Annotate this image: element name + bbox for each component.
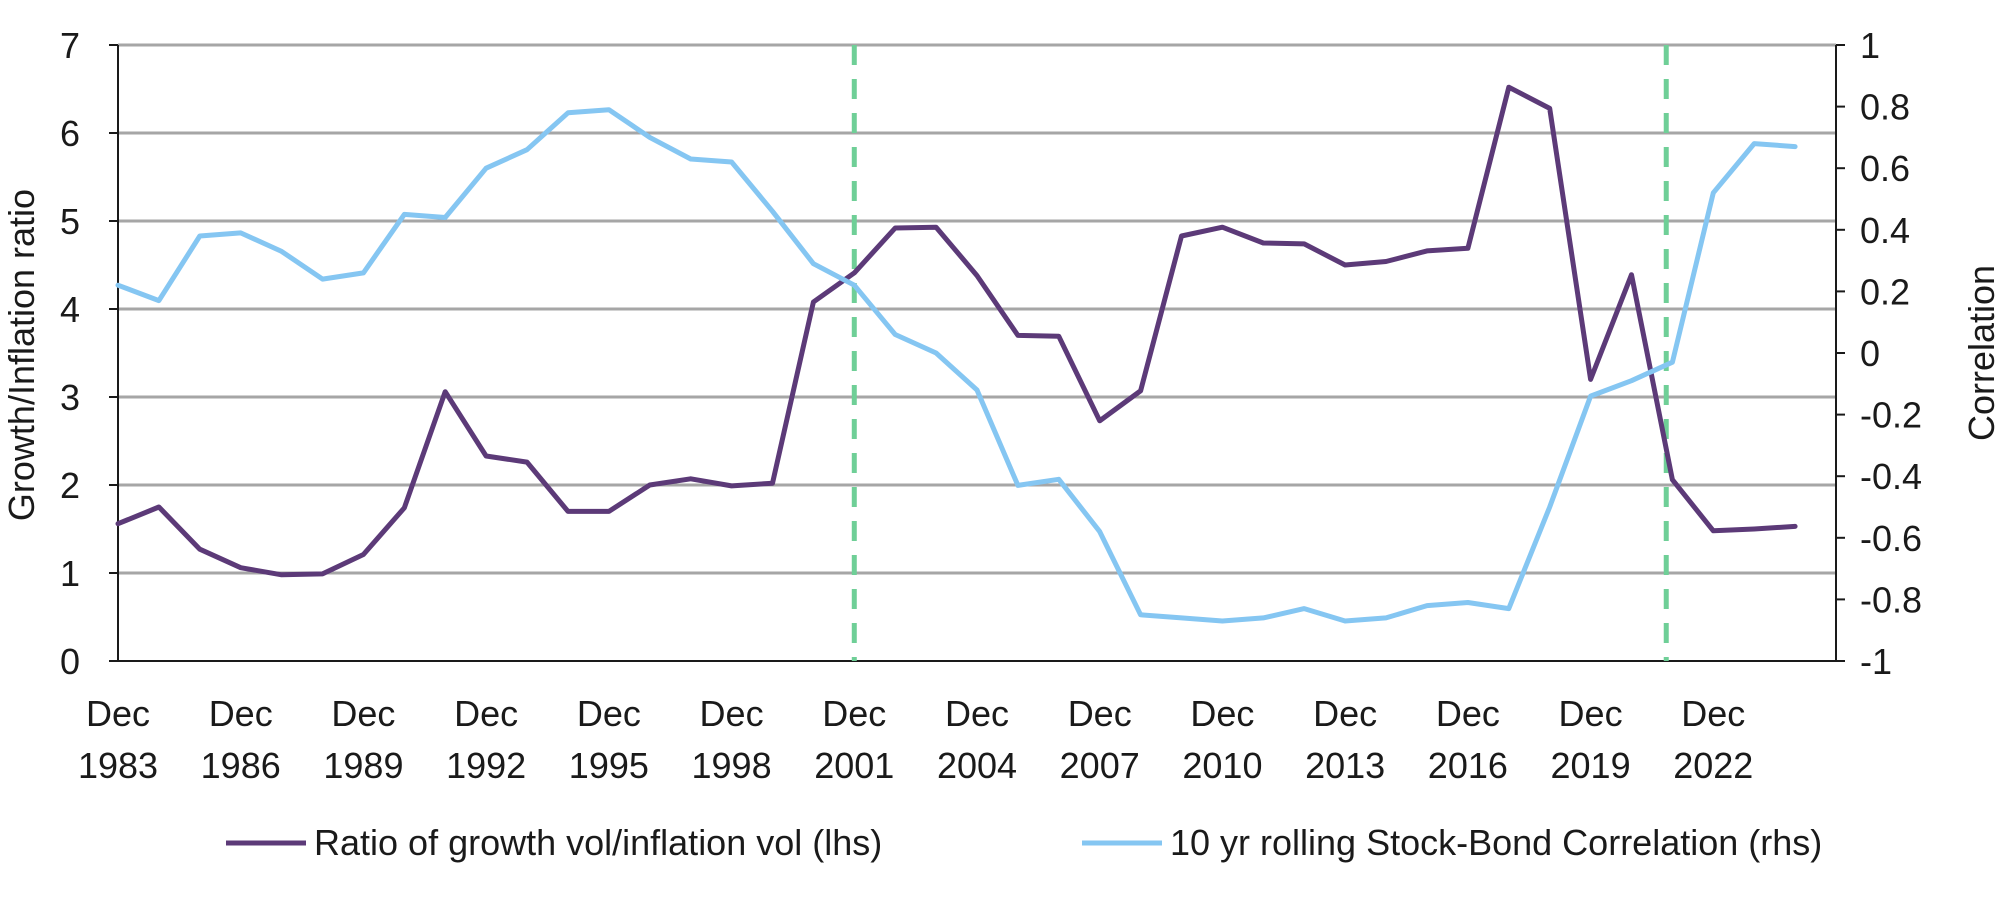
y-axis-left-ticks: 0 1 2 3 4 5 6 7	[60, 25, 80, 682]
y-right-tick-label: 1	[1860, 25, 1880, 66]
axes	[109, 44, 1845, 662]
y-right-tick-label: -0.2	[1860, 395, 1922, 436]
x-tick-label-year: 1992	[446, 745, 526, 786]
y-axis-left-title: Growth/Inflation ratio	[1, 189, 42, 521]
x-tick-label-month: Dec	[209, 693, 273, 734]
y-right-tick-label: -0.4	[1860, 456, 1922, 497]
y-axis-right-ticks: -1 -0.8 -0.6 -0.4 -0.2 0 0.2 0.4 0.6 0.8 1	[1860, 25, 1922, 682]
y-left-tick-label: 5	[60, 201, 80, 242]
series-line-correlation	[115, 107, 1798, 624]
x-tick-label-month: Dec	[1313, 693, 1377, 734]
x-tick-label-month: Dec	[577, 693, 641, 734]
y-left-tick-label: 0	[60, 641, 80, 682]
x-tick-label-month: Dec	[822, 693, 886, 734]
x-tick-label-year: 2022	[1673, 745, 1753, 786]
y-right-tick-label: 0.2	[1860, 271, 1910, 312]
x-tick-label-year: 1986	[201, 745, 281, 786]
y-left-tick-label: 6	[60, 113, 80, 154]
y-right-tick-label: 0.4	[1860, 210, 1910, 251]
series-line-growth-ratio	[115, 84, 1798, 578]
y-left-tick-label: 2	[60, 465, 80, 506]
x-tick-label-year: 1983	[78, 745, 158, 786]
reference-lines	[851, 45, 1669, 661]
y-right-tick-label: 0	[1860, 333, 1880, 374]
y-right-tick-label: 0.6	[1860, 148, 1910, 189]
series-lines	[115, 84, 1798, 624]
x-tick-label-year: 2010	[1182, 745, 1262, 786]
gridlines	[118, 43, 1836, 575]
x-tick-label-month: Dec	[1559, 693, 1623, 734]
x-tick-label-year: 2001	[814, 745, 894, 786]
y-right-tick-label: -1	[1860, 641, 1892, 682]
x-tick-label-year: 2004	[937, 745, 1017, 786]
y-right-tick-label: -0.6	[1860, 518, 1922, 559]
x-axis-ticks: Dec 1983 Dec 1986 Dec 1989 Dec 1992 Dec 1995 Dec 19…	[78, 693, 1753, 786]
x-tick-label-month: Dec	[1190, 693, 1254, 734]
x-tick-label-month: Dec	[1436, 693, 1500, 734]
y-axis-right-title: Correlation	[1961, 265, 2002, 441]
x-tick-label-month: Dec	[1681, 693, 1745, 734]
legend-label-correlation: 10 yr rolling Stock-Bond Correlation (rh…	[1170, 822, 1822, 863]
x-tick-label-year: 1995	[569, 745, 649, 786]
x-tick-label-month: Dec	[86, 693, 150, 734]
x-tick-label-month: Dec	[1068, 693, 1132, 734]
x-tick-label-month: Dec	[700, 693, 764, 734]
legend-label-growth-ratio: Ratio of growth vol/inflation vol (lhs)	[314, 822, 882, 863]
x-tick-label-month: Dec	[331, 693, 395, 734]
x-tick-label-year: 2013	[1305, 745, 1385, 786]
y-right-tick-label: -0.8	[1860, 579, 1922, 620]
y-left-tick-label: 4	[60, 289, 80, 330]
x-tick-label-month: Dec	[945, 693, 1009, 734]
x-tick-label-year: 1998	[692, 745, 772, 786]
y-left-tick-label: 7	[60, 25, 80, 66]
x-tick-label-year: 2007	[1060, 745, 1140, 786]
x-tick-label-year: 2016	[1428, 745, 1508, 786]
x-tick-label-year: 2019	[1551, 745, 1631, 786]
x-tick-label-year: 1989	[323, 745, 403, 786]
legend: Ratio of growth vol/inflation vol (lhs) …	[226, 822, 1822, 863]
y-right-tick-label: 0.8	[1860, 87, 1910, 128]
y-left-tick-label: 3	[60, 377, 80, 418]
y-left-tick-label: 1	[60, 553, 80, 594]
x-tick-label-month: Dec	[454, 693, 518, 734]
